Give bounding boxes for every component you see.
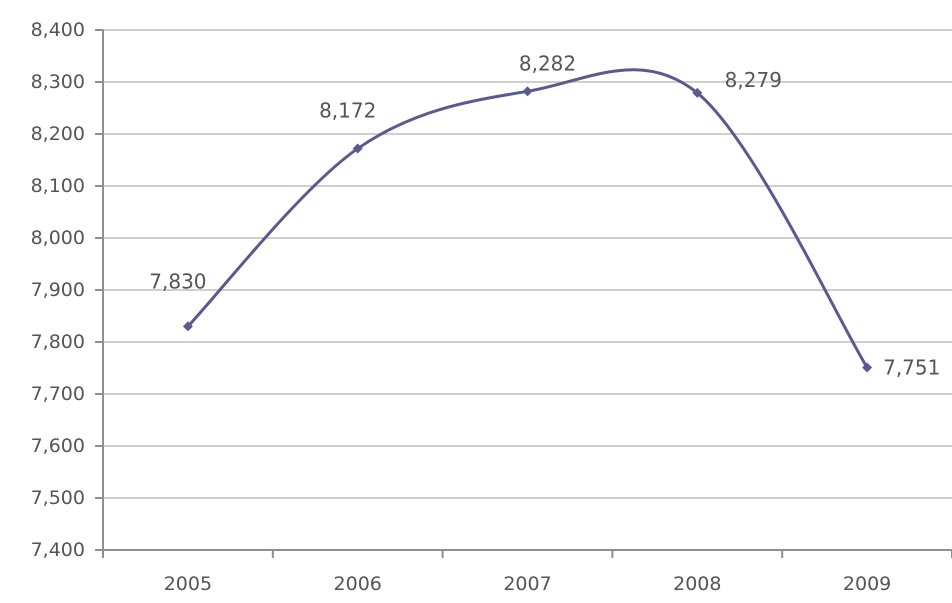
x-tick-label: 2009 xyxy=(843,573,891,595)
data-point-marker xyxy=(352,143,363,154)
x-tick-label: 2005 xyxy=(164,573,212,595)
y-tick-label: 7,800 xyxy=(31,331,85,353)
y-tick-label: 8,000 xyxy=(31,227,85,249)
y-tick-label: 7,600 xyxy=(31,435,85,457)
y-tick-label: 7,500 xyxy=(31,487,85,509)
labels-layer: 7,400 7,500 7,600 7,700 7,800 7,900 8,000 8,100… xyxy=(31,19,941,595)
y-tick-label: 8,100 xyxy=(31,175,85,197)
y-tick-label: 7,400 xyxy=(31,539,85,561)
data-label: 8,172 xyxy=(319,99,376,123)
data-label: 8,282 xyxy=(519,51,576,75)
data-point-marker xyxy=(522,86,533,97)
y-tick-label: 8,200 xyxy=(31,123,85,145)
y-tick-label: 7,700 xyxy=(31,383,85,405)
y-tick-label: 7,900 xyxy=(31,279,85,301)
x-tick-label: 2006 xyxy=(334,573,382,595)
data-label: 8,279 xyxy=(725,68,782,92)
x-tick-label: 2008 xyxy=(673,573,721,595)
data-point-marker xyxy=(692,87,703,98)
data-label: 7,751 xyxy=(883,355,940,379)
data-label: 7,830 xyxy=(149,269,206,293)
series-layer xyxy=(182,68,873,373)
data-point-marker xyxy=(182,321,193,332)
axes xyxy=(95,29,952,558)
y-tick-label: 8,300 xyxy=(31,71,85,93)
x-tick-label: 2007 xyxy=(503,573,551,595)
gridlines xyxy=(103,29,952,499)
series-line xyxy=(186,68,869,369)
data-point-marker xyxy=(862,362,873,373)
y-tick-label: 8,400 xyxy=(31,19,85,41)
